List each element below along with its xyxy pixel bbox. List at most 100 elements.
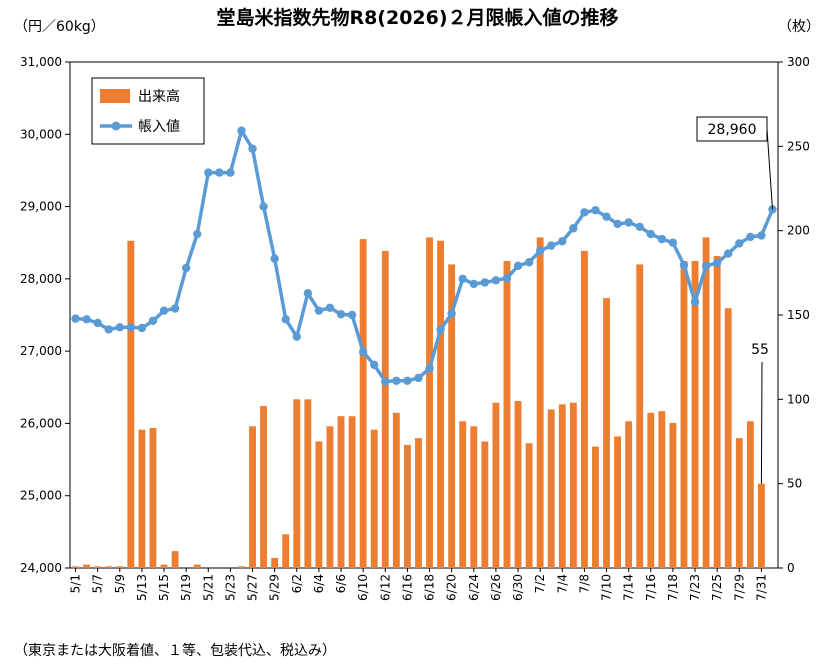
left-tick-label: 24,000	[20, 561, 62, 575]
volume-bar	[603, 298, 610, 568]
x-tick-label: 7/16	[644, 574, 658, 601]
volume-bar	[105, 566, 113, 568]
x-tick-label: 5/21	[201, 574, 215, 601]
left-tick-label: 27,000	[20, 344, 62, 358]
volume-bar	[558, 404, 566, 568]
x-tick-label: 7/29	[732, 574, 746, 601]
volume-bar	[138, 429, 146, 568]
volume-bar	[669, 422, 677, 568]
settlement-point	[547, 241, 556, 250]
settlement-point	[735, 239, 744, 248]
settlement-point	[381, 377, 390, 386]
price-callout-label: 28,960	[708, 122, 757, 138]
volume-bar	[592, 446, 599, 568]
volume-bar	[536, 237, 544, 568]
settlement-point	[115, 323, 124, 332]
volume-bar	[459, 421, 467, 568]
volume-bar	[116, 566, 124, 568]
x-tick-label: 7/2	[533, 574, 547, 593]
volume-bar	[614, 436, 622, 568]
volume-bar	[149, 428, 157, 568]
settlement-point	[535, 246, 545, 255]
volume-bar	[702, 237, 710, 568]
x-tick-label: 7/23	[688, 574, 702, 601]
settlement-point	[469, 279, 478, 289]
volume-bar	[470, 426, 478, 568]
x-tick-label: 6/24	[467, 574, 481, 601]
x-tick-label: 5/7	[91, 574, 105, 593]
left-tick-label: 29,000	[20, 200, 62, 214]
legend-label-price: 帳入値	[138, 119, 180, 135]
volume-bar	[83, 564, 91, 568]
settlement-point	[237, 126, 246, 135]
x-tick-label: 5/27	[246, 574, 260, 601]
settlement-point	[170, 304, 180, 313]
volume-bar	[293, 399, 301, 568]
volume-bar	[271, 557, 279, 568]
settlement-point	[270, 254, 279, 263]
price-callout-leader	[766, 128, 773, 210]
x-tick-label: 6/26	[489, 574, 503, 601]
volume-bar	[282, 534, 290, 568]
volume-callout-leader	[760, 361, 763, 484]
left-tick-label: 30,000	[20, 127, 62, 141]
price-callout-box	[696, 116, 768, 142]
volume-bar	[658, 411, 666, 568]
right-tick-label: 0	[787, 561, 795, 575]
volume-bar	[315, 441, 323, 568]
volume-bar	[260, 406, 268, 568]
volume-bar	[359, 239, 367, 568]
settlement-point	[303, 289, 313, 298]
volume-bar	[625, 421, 633, 568]
volume-bar	[370, 429, 378, 568]
settlement-point	[104, 325, 113, 334]
volume-bar	[746, 421, 754, 568]
settlement-point	[71, 314, 80, 323]
x-tick-label: 7/4	[555, 574, 569, 593]
settlement-point	[690, 297, 700, 307]
settlement-point	[159, 306, 169, 315]
settlement-point	[425, 364, 434, 373]
left-tick-label: 26,000	[20, 416, 62, 430]
x-tick-label: 7/25	[710, 574, 724, 601]
settlement-point	[181, 263, 191, 273]
volume-bar	[448, 264, 456, 568]
volume-bar	[757, 483, 765, 568]
settlement-point	[679, 260, 689, 270]
x-tick-label: 5/1	[69, 574, 83, 593]
settlement-point	[137, 323, 147, 333]
footnote: （東京または大阪着値、１等、包装代込、税込み）	[14, 643, 336, 659]
volume-bar	[160, 564, 168, 568]
volume-bar	[437, 240, 445, 568]
x-tick-label: 6/30	[511, 574, 525, 601]
x-tick-label: 7/14	[622, 574, 636, 601]
settlement-point	[392, 376, 401, 385]
x-tick-label: 7/31	[754, 574, 768, 601]
volume-bar	[547, 409, 555, 568]
legend-label-volume: 出来高	[138, 88, 180, 105]
volume-bar	[348, 416, 356, 568]
right-tick-label: 300	[787, 55, 810, 69]
x-tick-label: 7/10	[600, 574, 614, 601]
settlement-point	[657, 234, 667, 244]
x-tick-label: 6/2	[290, 574, 304, 593]
settlement-point	[403, 376, 412, 385]
volume-callout-label: 55	[751, 342, 769, 358]
settlement-point	[712, 258, 722, 268]
volume-bar	[636, 264, 644, 568]
volume-bar	[249, 426, 256, 568]
settlement-point	[701, 261, 711, 271]
x-tick-label: 5/29	[268, 574, 282, 601]
settlement-point	[358, 347, 368, 357]
right-tick-label: 50	[787, 477, 802, 491]
volume-bar	[426, 237, 433, 568]
settlement-point	[746, 232, 755, 242]
settlement-point	[646, 229, 655, 239]
settlement-point	[513, 261, 523, 271]
settlement-point	[491, 276, 501, 285]
volume-bar	[193, 564, 201, 568]
volume-bar	[415, 438, 422, 568]
volume-bar	[724, 308, 732, 568]
settlement-point	[259, 202, 268, 211]
